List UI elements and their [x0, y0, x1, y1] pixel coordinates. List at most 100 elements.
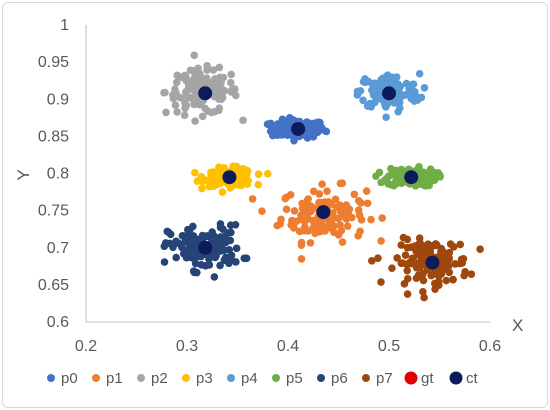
- point-p2: [180, 111, 189, 120]
- point-p7: [461, 267, 469, 276]
- point-p7: [412, 274, 421, 282]
- legend: p0 p1 p2 p3 p4 p5 p6 p7 gt ct: [47, 370, 479, 387]
- point-p1: [323, 187, 331, 195]
- point-p2: [226, 78, 235, 87]
- point-p2: [227, 70, 236, 79]
- series-ct: [198, 86, 440, 270]
- legend-label: p1: [106, 370, 123, 387]
- point-p2: [190, 100, 198, 109]
- point-p2: [180, 71, 189, 80]
- point-p0: [319, 126, 328, 134]
- point-p1: [334, 214, 343, 223]
- point-p1: [377, 237, 385, 245]
- point-p1: [315, 190, 324, 198]
- point-p7: [449, 275, 457, 284]
- x-tick-label: 0.5: [378, 338, 400, 355]
- legend-marker: [272, 374, 280, 382]
- legend-item-p2: p2: [137, 370, 168, 387]
- point-p7: [427, 271, 436, 280]
- y-tick-label: 0.7: [47, 240, 69, 257]
- point-p1: [350, 190, 359, 199]
- point-p1: [348, 213, 356, 222]
- point-p3: [263, 169, 272, 178]
- legend-marker: [137, 374, 145, 382]
- y-tick-label: 0.8: [47, 166, 69, 183]
- point-p6: [174, 239, 183, 248]
- point-p2: [182, 88, 190, 96]
- point-p6: [208, 228, 216, 236]
- point-p1: [363, 199, 372, 208]
- point-p4: [420, 84, 429, 92]
- point-p4: [407, 81, 416, 89]
- point-p2: [160, 88, 168, 97]
- point-p1: [318, 180, 326, 188]
- point-ct: [222, 170, 237, 185]
- point-p1: [303, 213, 312, 222]
- point-p7: [426, 243, 435, 252]
- point-p2: [191, 117, 199, 125]
- legend-item-p5: p5: [272, 370, 303, 387]
- point-ct: [404, 170, 419, 185]
- point-p7: [467, 270, 476, 279]
- point-p2: [162, 108, 170, 117]
- point-p1: [311, 229, 319, 238]
- x-tick-label: 0.3: [176, 338, 198, 355]
- point-p2: [176, 93, 185, 102]
- point-p1: [298, 204, 307, 213]
- point-p5: [434, 168, 442, 177]
- legend-item-p1: p1: [92, 370, 123, 387]
- point-p6: [178, 231, 187, 240]
- legend-item-p0: p0: [47, 370, 78, 387]
- point-p7: [451, 260, 460, 268]
- point-p3: [254, 170, 263, 179]
- point-p4: [356, 87, 365, 95]
- point-p6: [231, 220, 240, 229]
- point-p2: [190, 51, 199, 60]
- series-p7: [368, 233, 484, 302]
- point-p7: [403, 266, 412, 275]
- point-p2: [181, 104, 189, 113]
- point-ct: [198, 86, 213, 101]
- point-p1: [339, 204, 348, 213]
- point-p4: [369, 91, 378, 99]
- point-p1: [300, 223, 309, 231]
- point-p6: [203, 232, 212, 241]
- point-p1: [354, 206, 363, 214]
- point-p1: [290, 207, 299, 215]
- point-p4: [371, 81, 379, 90]
- x-tick-label: 0.6: [479, 338, 501, 355]
- point-p7: [412, 247, 420, 255]
- point-p6: [197, 260, 206, 269]
- point-p1: [248, 195, 257, 203]
- point-p7: [393, 254, 401, 262]
- point-ct: [425, 255, 440, 270]
- point-p7: [476, 245, 484, 253]
- point-p1: [297, 255, 306, 263]
- point-p4: [409, 91, 417, 99]
- point-p3: [254, 180, 263, 189]
- y-axis-title: Y: [14, 169, 33, 180]
- legend-label: p5: [286, 370, 303, 387]
- point-p5: [424, 179, 433, 187]
- y-tick-label: 0.65: [38, 277, 69, 294]
- point-p4: [383, 71, 392, 79]
- point-p1: [295, 227, 304, 236]
- point-p7: [458, 259, 467, 267]
- point-p2: [172, 78, 181, 87]
- point-p5: [377, 178, 385, 187]
- legend-item-ct: ct: [449, 370, 479, 387]
- series-p2: [160, 51, 247, 125]
- point-p4: [377, 95, 386, 103]
- point-p6: [212, 237, 221, 246]
- y-tick-labels: 0.6 0.65 0.7 0.75 0.8 0.85 0.9 0.95 1: [38, 17, 69, 331]
- legend-marker: [182, 374, 190, 382]
- point-p7: [398, 259, 407, 267]
- point-p6: [182, 246, 191, 255]
- y-tick-label: 1: [60, 17, 69, 34]
- point-p1: [282, 205, 291, 214]
- point-p1: [304, 195, 312, 203]
- legend-label: p0: [61, 370, 78, 387]
- point-p7: [403, 243, 412, 252]
- point-p6: [219, 225, 227, 233]
- point-p5: [416, 179, 424, 188]
